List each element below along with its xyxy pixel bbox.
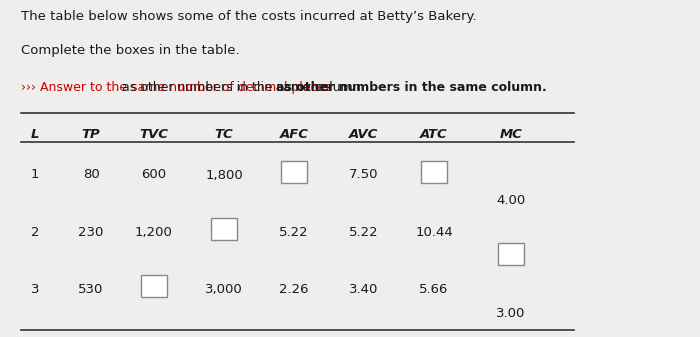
Text: AFC: AFC xyxy=(279,128,309,141)
Text: 230: 230 xyxy=(78,226,104,239)
Text: 4.00: 4.00 xyxy=(496,194,526,207)
Text: L: L xyxy=(31,128,39,141)
Text: 530: 530 xyxy=(78,283,104,296)
Text: Complete the boxes in the table.: Complete the boxes in the table. xyxy=(21,44,239,57)
Text: 3.00: 3.00 xyxy=(496,307,526,320)
Text: 1: 1 xyxy=(31,168,39,182)
Text: 3: 3 xyxy=(31,283,39,296)
Text: 2: 2 xyxy=(31,226,39,239)
Text: 3,000: 3,000 xyxy=(205,283,243,296)
Text: TP: TP xyxy=(82,128,100,141)
Text: 3.40: 3.40 xyxy=(349,283,379,296)
Text: 10.44: 10.44 xyxy=(415,226,453,239)
Text: TC: TC xyxy=(215,128,233,141)
Text: AVC: AVC xyxy=(349,128,379,141)
Text: The table below shows some of the costs incurred at Betty’s Bakery.: The table below shows some of the costs … xyxy=(21,10,477,23)
Text: 1,200: 1,200 xyxy=(135,226,173,239)
Text: MC: MC xyxy=(500,128,522,141)
Text: 2.26: 2.26 xyxy=(279,283,309,296)
Text: 5.22: 5.22 xyxy=(279,226,309,239)
Text: as other numbers in the same column.: as other numbers in the same column. xyxy=(122,81,365,94)
Text: ››› Answer to the same number of decimal places: ››› Answer to the same number of decimal… xyxy=(21,81,336,94)
Text: 7.50: 7.50 xyxy=(349,168,379,182)
Text: 5.66: 5.66 xyxy=(419,283,449,296)
Text: 5.22: 5.22 xyxy=(349,226,379,239)
Text: as other numbers in the same column.: as other numbers in the same column. xyxy=(276,81,547,94)
Text: 600: 600 xyxy=(141,168,167,182)
Text: 80: 80 xyxy=(83,168,99,182)
Text: 1,800: 1,800 xyxy=(205,168,243,182)
Text: ATC: ATC xyxy=(420,128,448,141)
Text: TVC: TVC xyxy=(139,128,169,141)
